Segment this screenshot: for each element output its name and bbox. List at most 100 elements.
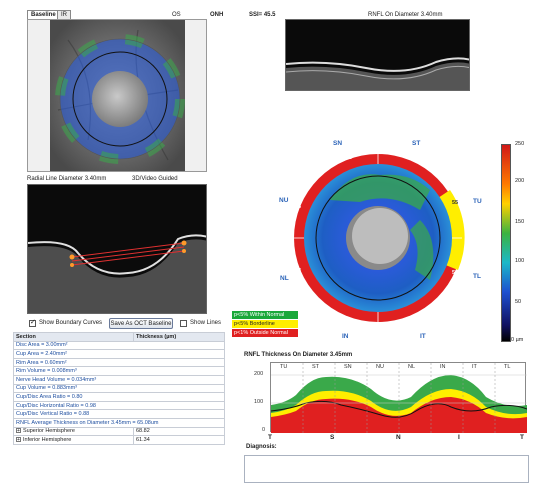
table-row: Cup/Disc Vertical Ratio = 0.88	[13, 409, 225, 419]
profile-x-label: S	[330, 434, 335, 441]
table-cell: Nerve Head Volume = 0.034mm³	[13, 374, 225, 385]
rnfl-bscan-image	[286, 57, 469, 90]
show-boundary-checkbox[interactable]	[29, 318, 36, 327]
profile-sector-label: NL	[408, 364, 416, 370]
expand-icon[interactable]: +	[16, 436, 21, 443]
table-cell: 61.34	[133, 435, 225, 445]
table-row: Cup/Disc Horizontal Ratio = 0.98	[13, 400, 225, 411]
table-cell: Cup Area = 2.40mm²	[13, 349, 225, 359]
diagnosis-textarea[interactable]	[244, 455, 529, 483]
profile-y-tick: 100	[254, 399, 264, 405]
sector-label-nl: NL	[280, 275, 289, 282]
table-cell: Cup/Disc Area Ratio = 0.80	[13, 392, 225, 402]
sector-value-in: 73	[344, 319, 351, 325]
rnfl-circle-map	[294, 154, 465, 322]
table-row: Nerve Head Volume = 0.034mm³	[13, 374, 225, 385]
color-scale-bar	[501, 144, 511, 342]
rnfl-bscan	[285, 19, 470, 91]
sector-label-it: IT	[420, 333, 426, 340]
rnfl-title: RNFL On Diameter 3.40mm	[368, 12, 443, 18]
measurement-table: Section Thickness (µm) Disc Area = 3.00m…	[13, 332, 225, 445]
profile-y-tick: 0	[262, 427, 266, 433]
color-tick: 0 µm	[511, 337, 524, 343]
table-cell: 68.82	[133, 426, 225, 437]
profile-x-label: T	[520, 434, 524, 441]
profile-x-label: N	[396, 434, 401, 441]
ssi-label: SSI= 45.5	[249, 12, 276, 18]
eye-label: OS	[172, 12, 181, 18]
table-row: RNFL Average Thickness on Diameter 3.45m…	[13, 417, 225, 428]
table-cell: Cup/Disc Vertical Ratio = 0.88	[13, 409, 225, 419]
table-cell: Rim Area = 0.60mm²	[13, 357, 225, 368]
table-cell: Rim Volume = 0.008mm³	[13, 366, 225, 376]
legend-outside-normal: p<1% Outside Normal	[232, 329, 298, 337]
show-boundary-label: Show Boundary Curves	[39, 320, 103, 326]
row-label: Inferior Hemisphere	[23, 436, 72, 443]
sector-value-nu: 53	[295, 204, 302, 210]
table-cell[interactable]: + Inferior Hemisphere	[13, 435, 134, 445]
table-row: Rim Volume = 0.008mm³	[13, 366, 225, 376]
color-tick: 250	[515, 141, 525, 147]
radial-bscan	[27, 184, 207, 314]
legend-within-normal: p<5% Within Normal	[232, 311, 298, 319]
color-tick: 100	[515, 258, 525, 264]
color-tick: 50	[515, 299, 522, 305]
column-header-section: Section	[13, 332, 134, 342]
show-lines-checkbox[interactable]	[180, 320, 187, 327]
profile-sector-label: IN	[440, 364, 446, 370]
fundus-image	[50, 20, 185, 171]
mode-label: ONH	[210, 12, 224, 18]
sector-value-tu: 55	[452, 200, 459, 206]
profile-x-label: I	[458, 434, 460, 441]
table-cell[interactable]: + Superior Hemisphere	[13, 426, 134, 437]
table-row[interactable]: + Superior Hemisphere 68.82	[13, 426, 225, 437]
column-header-thickness: Thickness (µm)	[133, 332, 225, 342]
sector-label-nu: NU	[279, 197, 289, 204]
table-cell: Disc Area = 3.00mm²	[13, 340, 225, 351]
profile-sector-label: SN	[344, 364, 352, 370]
table-row[interactable]: + Inferior Hemisphere 61.34	[13, 435, 225, 445]
profile-sector-label: ST	[312, 364, 320, 370]
table-cell: RNFL Average Thickness on Diameter 3.45m…	[13, 417, 225, 428]
profile-sector-label: IT	[472, 364, 477, 370]
show-lines-label: Show Lines	[190, 320, 222, 326]
tab-baseline[interactable]: Baseline	[27, 10, 60, 19]
profile-sector-label: TU	[280, 364, 288, 370]
radial-mode: 3D/Video Guided	[132, 176, 178, 182]
table-row: Disc Area = 3.00mm²	[13, 340, 225, 351]
sector-label-st: ST	[412, 140, 421, 147]
color-tick: 200	[515, 178, 525, 184]
tab-ir[interactable]: IR	[57, 10, 71, 19]
profile-chart	[270, 362, 528, 433]
profile-title: RNFL Thickness On Diameter 3.45mm	[244, 352, 353, 358]
rnfl-thickness-map	[290, 130, 470, 345]
profile-chart-svg	[270, 363, 528, 433]
sector-value-st: 80	[411, 155, 418, 161]
row-label: Superior Hemisphere	[23, 428, 75, 435]
profile-sector-label: TL	[504, 364, 511, 370]
sector-value-tl: 58	[452, 270, 459, 276]
table-row: Cup Area = 2.40mm²	[13, 349, 225, 359]
legend-borderline: p<5% Borderline	[232, 320, 298, 328]
table-header-row: Section Thickness (µm)	[13, 332, 225, 342]
sector-value-it: 78	[412, 319, 419, 325]
sector-label-sn: SN	[333, 140, 343, 147]
radial-bscan-image	[28, 234, 206, 313]
fundus-panel	[27, 19, 207, 172]
sector-value-nl: 44	[295, 268, 302, 274]
profile-sector-label: NU	[376, 364, 384, 370]
sector-label-tu: TU	[473, 198, 482, 205]
table-row: Rim Area = 0.60mm²	[13, 357, 225, 368]
radial-title: Radial Line Diameter 3.40mm	[27, 176, 107, 182]
save-baseline-button[interactable]: Save As OCT Baseline	[109, 318, 173, 329]
table-cell: Cup/Disc Horizontal Ratio = 0.98	[13, 400, 225, 411]
table-cell: Cup Volume = 0.883mm³	[13, 383, 225, 394]
sector-value-sn: 83	[346, 155, 353, 161]
sector-label-tl: TL	[473, 273, 481, 280]
table-row: Cup Volume = 0.883mm³	[13, 383, 225, 394]
expand-icon[interactable]: +	[16, 428, 21, 435]
color-tick: 150	[515, 219, 525, 225]
sector-label-in: IN	[342, 333, 349, 340]
profile-y-tick: 200	[254, 371, 264, 377]
diagnosis-label: Diagnosis:	[246, 444, 277, 450]
